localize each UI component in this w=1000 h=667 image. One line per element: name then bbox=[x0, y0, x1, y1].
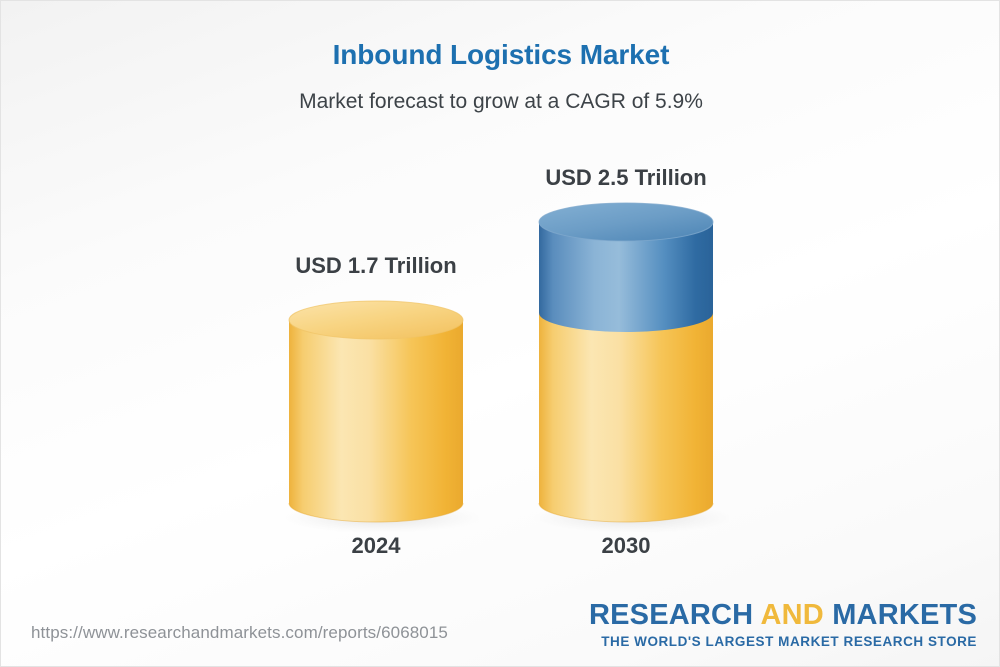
value-label-2024: USD 1.7 Trillion bbox=[295, 253, 457, 278]
bar-cylinder-2030[interactable] bbox=[529, 191, 729, 534]
bar-base-body-2030 bbox=[539, 313, 713, 522]
bar-cylinder-2024[interactable] bbox=[279, 289, 479, 534]
bar-bottom-rim-2024 bbox=[288, 502, 464, 523]
bar-top-2024 bbox=[289, 301, 463, 339]
chart-title: Inbound Logistics Market bbox=[332, 39, 670, 70]
bar-bottom-rim-2030 bbox=[538, 502, 714, 523]
brand-word-and: AND bbox=[760, 599, 824, 631]
bar-growth-top-2030 bbox=[539, 203, 713, 241]
category-label-2024: 2024 bbox=[351, 533, 401, 558]
value-label-2030: USD 2.5 Trillion bbox=[545, 165, 707, 190]
brand-logo[interactable]: RESEARCH AND MARKETS THE WORLD'S LARGEST… bbox=[589, 601, 977, 649]
brand-word-markets: MARKETS bbox=[832, 599, 977, 631]
bar-top-rim-2024 bbox=[288, 300, 464, 340]
brand-tagline: THE WORLD'S LARGEST MARKET RESEARCH STOR… bbox=[601, 634, 977, 649]
brand-word-research: RESEARCH bbox=[588, 599, 754, 631]
category-label-2030: 2030 bbox=[601, 533, 651, 558]
bar-growth-body-2030 bbox=[539, 222, 713, 332]
plot-area: USD 1.7 Trillion USD 2.5 Trillion bbox=[1, 1, 999, 591]
bar-growth-top-rim-2030 bbox=[538, 202, 714, 242]
chart-subtitle: Market forecast to grow at a CAGR of 5.9… bbox=[299, 90, 703, 113]
bar-body-2024 bbox=[289, 320, 463, 522]
report-url[interactable]: https://www.researchandmarkets.com/repor… bbox=[31, 623, 448, 642]
brand-name: RESEARCH AND MARKETS bbox=[589, 601, 977, 630]
